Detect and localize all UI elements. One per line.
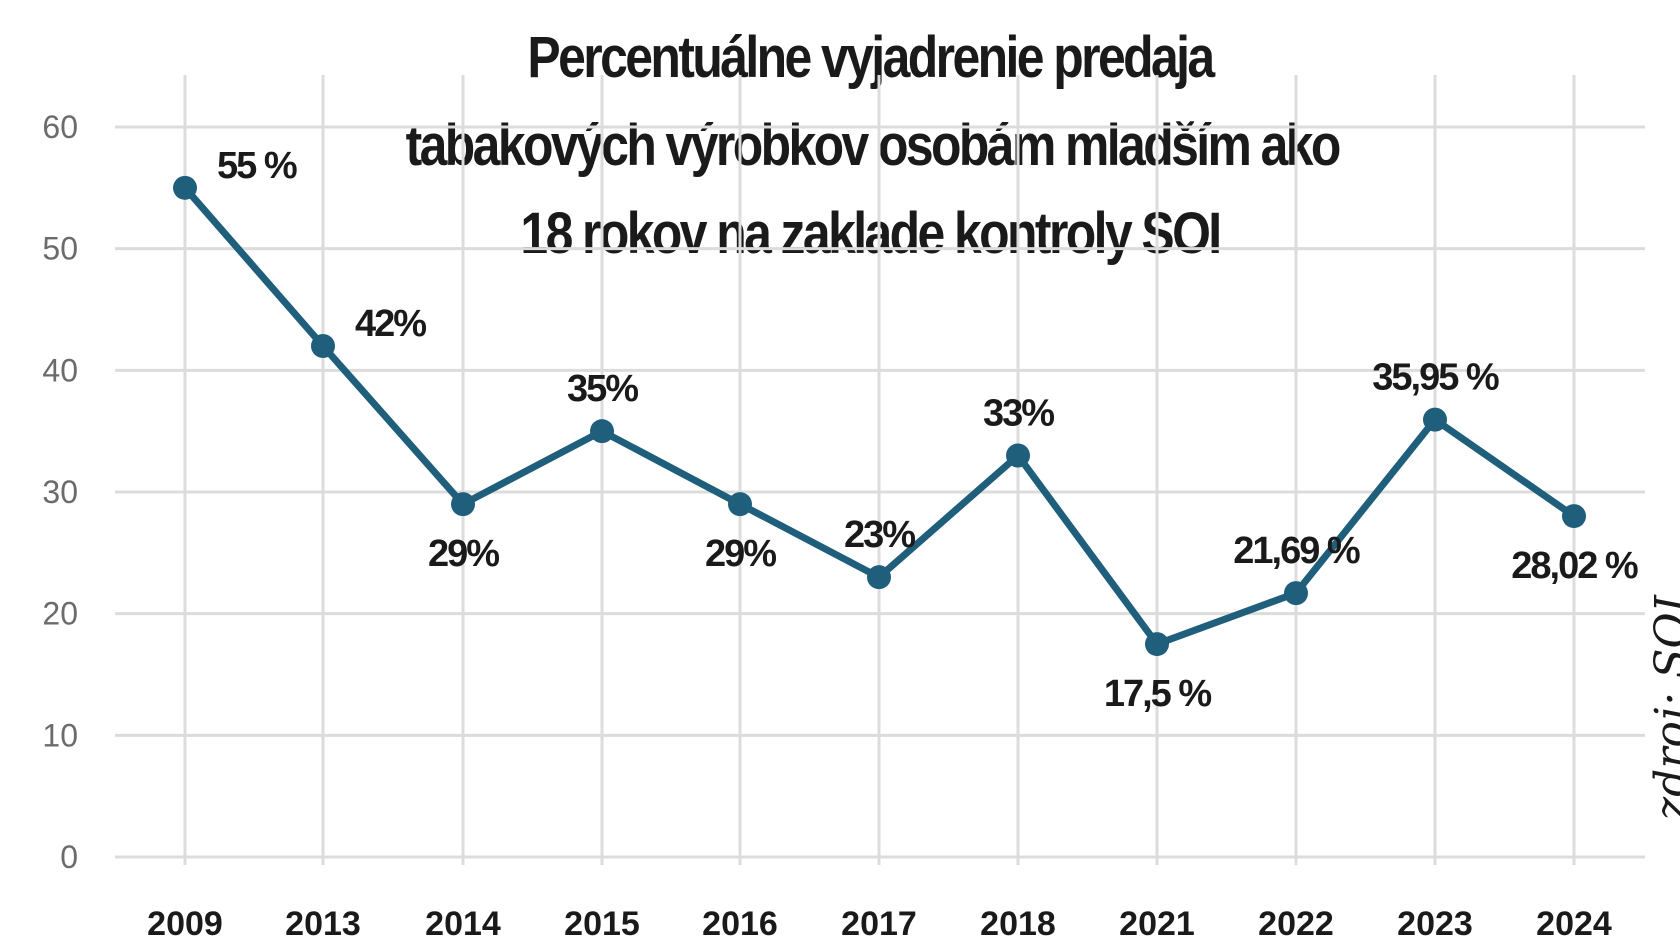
chart-title-line-3: 18 rokov na zaklade kontroly SOI [520, 201, 1222, 266]
y-tick-label: 50 [42, 231, 78, 267]
y-tick-label: 40 [42, 352, 78, 388]
data-label: 33% [983, 393, 1054, 435]
y-tick-label: 0 [60, 839, 78, 875]
data-point [1423, 407, 1447, 432]
data-point [451, 492, 475, 517]
x-tick-label: 2023 [1397, 905, 1473, 943]
data-point [1006, 443, 1030, 468]
y-tick-label: 10 [42, 717, 78, 753]
data-labels: 55 % 42% 29% 35% 29% 23% 33% 17,5 % 21,69 % 35,95… [217, 145, 1640, 715]
data-point [1562, 504, 1586, 529]
x-tick-label: 2015 [564, 905, 640, 943]
x-tick-label: 2024 [1536, 905, 1612, 943]
data-label: 55 % [217, 145, 297, 187]
y-tick-label: 30 [42, 474, 78, 510]
data-point [590, 419, 614, 444]
chart-title-line-2: tabakových výrobkov osobám mladším ako [405, 113, 1342, 178]
data-point [867, 565, 891, 590]
x-tick-label: 2018 [980, 905, 1056, 943]
data-label: 23% [844, 514, 915, 556]
data-point [1145, 632, 1169, 657]
data-label: 35,95 % [1372, 357, 1499, 399]
grid [115, 75, 1645, 865]
data-label: 42% [355, 303, 426, 345]
source-note: zdroj: SOI [1646, 595, 1680, 820]
data-label: 28,02 % [1511, 545, 1638, 587]
data-points [173, 175, 1586, 657]
y-tick-label: 20 [42, 596, 78, 632]
data-point [173, 175, 197, 200]
chart-title-line-1: Percentuálne vyjadrenie predaja [527, 25, 1215, 90]
data-label: 21,69 % [1233, 530, 1360, 572]
x-tick-label: 2016 [702, 905, 778, 943]
data-point [1284, 581, 1308, 606]
data-label: 35% [567, 368, 638, 410]
x-tick-label: 2021 [1119, 905, 1195, 943]
data-label: 29% [705, 533, 776, 575]
data-point [311, 334, 335, 358]
x-tick-label: 2009 [147, 905, 223, 943]
x-tick-label: 2022 [1258, 905, 1334, 943]
y-axis-ticks: 0 10 20 30 40 50 60 [42, 109, 78, 875]
x-axis-ticks: 2009 2013 2014 2015 2016 2017 2018 2021 2022 2023… [147, 905, 1612, 943]
x-tick-label: 2013 [285, 905, 361, 943]
y-tick-label: 60 [42, 109, 78, 145]
data-point [728, 492, 752, 517]
x-tick-label: 2017 [841, 905, 917, 943]
data-label: 17,5 % [1104, 673, 1212, 715]
data-label: 29% [428, 533, 499, 575]
chart-title: Percentuálne vyjadrenie predaja tabakový… [405, 14, 1342, 278]
x-tick-label: 2014 [425, 905, 501, 943]
